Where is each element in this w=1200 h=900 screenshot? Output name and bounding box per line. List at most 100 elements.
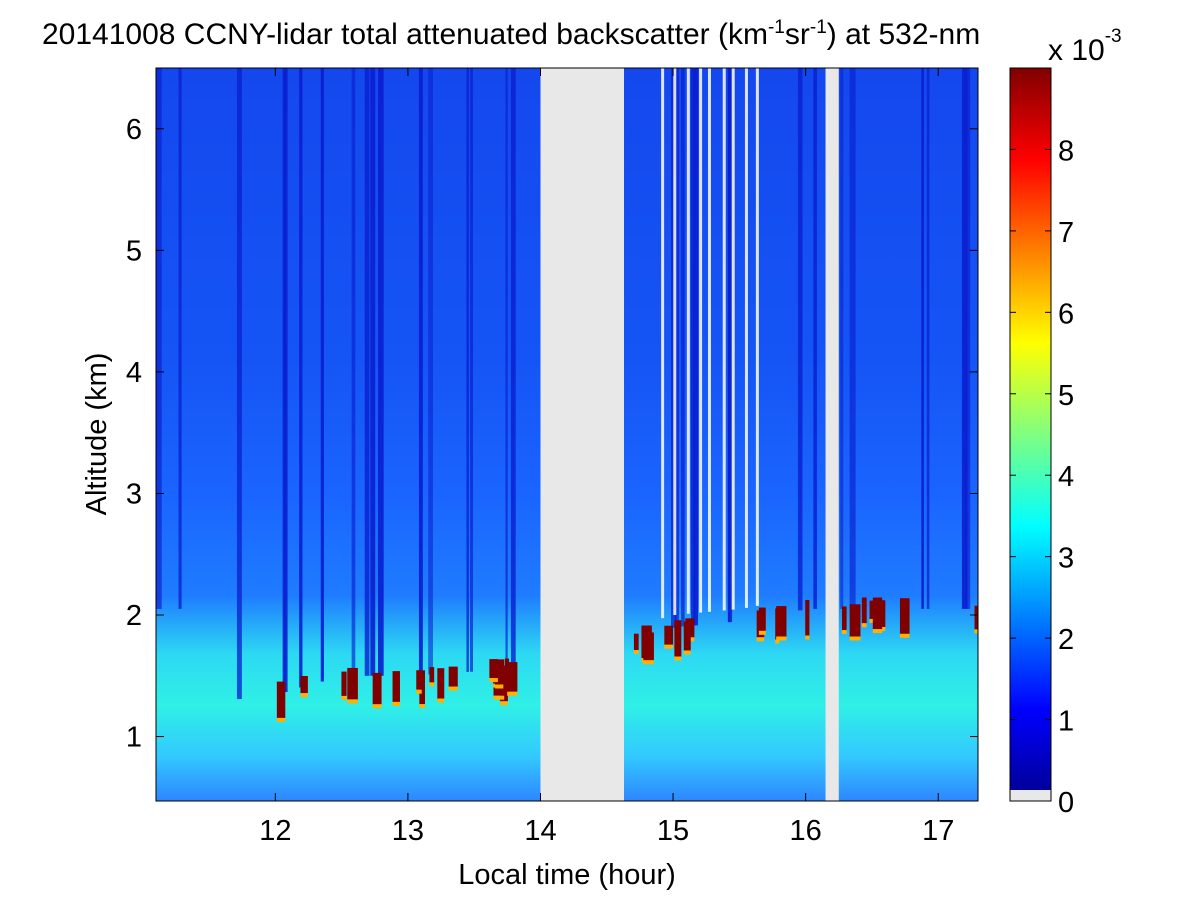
cloud-patch-edge (347, 699, 358, 704)
cloud-patches (276, 597, 978, 722)
streak (693, 68, 699, 626)
cloud-patch (841, 606, 847, 631)
cloud-patch (805, 599, 810, 636)
colorbar-tick-label: 7 (1058, 217, 1074, 249)
cloud-patch (276, 681, 286, 718)
cloud-patch-edge (756, 637, 765, 642)
cloud-patch-edge (276, 717, 286, 722)
colorbar-nodata-swatch (1010, 790, 1051, 801)
backscatter-field (156, 68, 978, 801)
cloud-patch-edge (429, 682, 435, 687)
x-tick-label: 13 (392, 815, 424, 847)
colorbar-tick-label: 3 (1058, 543, 1074, 575)
cloud-patch (448, 666, 458, 687)
streak-gap (744, 68, 748, 608)
cloud-patch (392, 671, 400, 702)
x-tick-label: 17 (922, 815, 954, 847)
streak-gap (673, 68, 677, 615)
streak (965, 68, 971, 609)
chart-title: 20141008 CCNY-lidar total attenuated bac… (42, 17, 980, 51)
streak (470, 68, 473, 672)
streak (510, 68, 516, 664)
cloud-patch-edge (643, 660, 654, 665)
cloud-patch-edge (448, 686, 458, 691)
colorbar-tick-label: 0 (1058, 787, 1074, 819)
cloud-patch-edge (633, 650, 639, 655)
cloud-patch (419, 670, 425, 705)
cloud-patch (674, 620, 682, 657)
streak (299, 68, 303, 688)
streak (466, 68, 469, 672)
cloud-patch (872, 597, 883, 630)
x-tick-label: 15 (657, 815, 689, 847)
x-axis-label: Local time (hour) (458, 859, 676, 891)
streak (320, 68, 324, 682)
streak-gap (699, 68, 703, 613)
cloud-patch-edge (507, 691, 518, 696)
cloud-patch (494, 662, 504, 685)
cloud-patch-edge (872, 629, 883, 634)
cloud-patch-edge (758, 630, 766, 635)
cloud-patch-edge (664, 644, 674, 649)
cloud-patch-edge (849, 636, 861, 641)
cloud-patch-edge (341, 695, 347, 700)
cloud-patch-edge (392, 701, 400, 706)
streak (961, 68, 968, 609)
streak (370, 68, 376, 676)
cloud-patch-edge (494, 684, 504, 689)
streak-gap (686, 68, 690, 614)
cloud-patch (849, 604, 861, 637)
streak (378, 68, 384, 676)
streak (428, 68, 433, 675)
cloud-patch-edge (974, 629, 978, 634)
streak (813, 68, 817, 609)
streak (681, 68, 685, 627)
cloud-patch (489, 659, 498, 679)
cloud-patch (899, 598, 910, 634)
y-tick-label: 2 (126, 600, 142, 632)
colorbar-tick-label: 6 (1058, 298, 1074, 330)
streak (728, 68, 733, 623)
cloud-patch-edge (499, 701, 508, 706)
colorbar-tick-label: 2 (1058, 624, 1074, 656)
data-segment-3 (838, 68, 978, 801)
colorbar-tick-label: 4 (1058, 461, 1074, 493)
streak (674, 68, 679, 628)
cloud-patch-edge (300, 693, 308, 698)
cloud-patch-edge (489, 678, 498, 683)
x-tick-label: 14 (524, 815, 556, 847)
streak (364, 68, 370, 676)
cloud-patch (758, 607, 766, 631)
x-tick-label: 16 (790, 815, 822, 847)
streak (840, 68, 844, 609)
y-tick-label: 3 (126, 478, 142, 510)
streak (797, 68, 803, 611)
y-axis-label: Altitude (km) (81, 353, 113, 516)
streak-gap (731, 68, 735, 610)
plot-frame (155, 67, 979, 802)
colorbar (1010, 68, 1051, 801)
cloud-patch-edge (861, 623, 867, 628)
cloud-patch-edge (841, 630, 847, 635)
streak (849, 68, 856, 609)
y-tick-label: 1 (126, 722, 142, 754)
x-tick-label: 12 (259, 815, 291, 847)
cloud-patch-edge (776, 636, 787, 641)
streak (351, 68, 356, 676)
y-tick-label: 5 (126, 235, 142, 267)
streak-gap (661, 68, 665, 619)
cloud-patch (861, 597, 867, 624)
cloud-patch-edge (493, 695, 505, 700)
y-tick-label: 4 (126, 357, 142, 389)
x-axis: 12 13 14 15 16 17 (259, 68, 954, 847)
cloud-patch-edge (674, 656, 682, 661)
cloud-patch-edge (869, 618, 875, 623)
colorbar-exponent: x 10-3 (1048, 26, 1122, 67)
streak (505, 68, 508, 667)
cloud-patch (341, 671, 347, 696)
cloud-patch (429, 667, 435, 683)
streak (921, 68, 924, 609)
cloud-patch-edge (899, 633, 910, 638)
streak (283, 68, 287, 692)
